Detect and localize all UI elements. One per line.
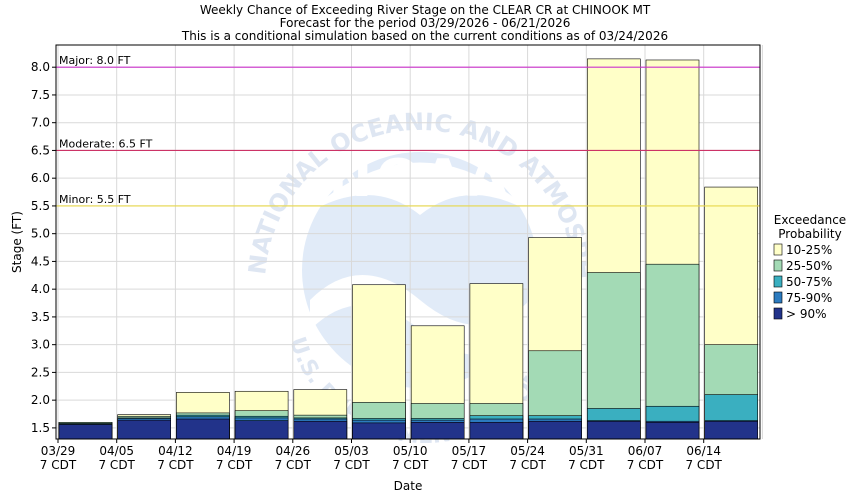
x-tick-tz-label: 7 CDT <box>40 458 77 472</box>
y-tick-label: 8.0 <box>31 60 50 74</box>
y-tick-label: 5.5 <box>31 199 50 213</box>
bar-segment-90 <box>117 419 171 440</box>
x-tick-tz-label: 7 CDT <box>98 458 135 472</box>
bar-segment-90 <box>293 420 348 440</box>
y-tick-label: 2.5 <box>31 365 50 379</box>
bar-segment-90 <box>586 420 641 440</box>
y-tick-label: 6.0 <box>31 171 50 185</box>
bar-segment-90 <box>176 418 230 440</box>
bar-segment-90 <box>410 422 465 440</box>
plot-area <box>56 45 760 439</box>
x-tick-tz-label: 7 CDT <box>157 458 194 472</box>
y-tick-label: 6.5 <box>31 143 50 157</box>
x-tick-date-label: 05/31 <box>569 444 604 458</box>
x-tick-date-label: 06/14 <box>686 444 721 458</box>
y-tick-label: 7.0 <box>31 116 50 130</box>
x-tick-date-label: 04/12 <box>158 444 193 458</box>
legend-label: 75-90% <box>786 291 832 305</box>
noaa-logo-text: NOAA <box>329 149 512 209</box>
x-tick-tz-label: 7 CDT <box>627 458 664 472</box>
bars <box>58 58 759 440</box>
legend-swatch <box>773 291 783 304</box>
x-tick-date-label: 03/29 <box>41 444 76 458</box>
bar-segment-90 <box>528 420 582 440</box>
legend-swatch <box>773 259 783 272</box>
bar-segment-90 <box>469 422 524 440</box>
plot-border <box>55 44 761 440</box>
legend-label: > 90% <box>786 307 827 321</box>
y-tick-label: 4.5 <box>31 254 50 268</box>
x-tick-date-label: 05/03 <box>334 444 369 458</box>
threshold-label-minor: Minor: 5.5 FT <box>59 193 131 206</box>
legend-swatch <box>773 275 783 288</box>
legend-swatch <box>773 243 783 256</box>
legend-label: 10-25% <box>786 243 832 257</box>
x-tick-tz-label: 7 CDT <box>216 458 253 472</box>
x-tick-tz-label: 7 CDT <box>451 458 488 472</box>
x-tick-tz-label: 7 CDT <box>392 458 429 472</box>
x-tick-date-label: 04/19 <box>217 444 252 458</box>
threshold-label-moderate: Moderate: 6.5 FT <box>59 137 153 150</box>
x-tick-date-label: 04/05 <box>99 444 134 458</box>
bar-segment-90 <box>704 420 759 440</box>
chart-title-line-3: This is a conditional simulation based o… <box>181 29 668 43</box>
chart-title-line-1: Weekly Chance of Exceeding River Stage o… <box>200 3 651 17</box>
noaa-logo-bird <box>305 162 535 215</box>
x-tick-tz-label: 7 CDT <box>685 458 722 472</box>
y-tick-label: 1.5 <box>31 421 50 435</box>
x-tick-tz-label: 7 CDT <box>275 458 312 472</box>
threshold-label-major: Major: 8.0 FT <box>59 54 131 67</box>
legend-title-line-1: Exceedance <box>774 213 846 227</box>
x-axis-label: Date <box>394 479 423 493</box>
x-tick-date-label: 04/26 <box>276 444 311 458</box>
y-tick-label: 7.5 <box>31 88 50 102</box>
y-tick-label: 3.5 <box>31 310 50 324</box>
legend-label: 25-50% <box>786 259 832 273</box>
x-tick-date-label: 05/10 <box>393 444 428 458</box>
y-tick-label: 4.0 <box>31 282 50 296</box>
bar-segment-90 <box>58 424 113 440</box>
legend-title-line-2: Probability <box>778 227 841 241</box>
y-tick-label: 2.0 <box>31 393 50 407</box>
x-tick-date-label: 05/24 <box>510 444 545 458</box>
x-tick-date-label: 05/17 <box>452 444 487 458</box>
y-axis-label: Stage (FT) <box>10 211 24 273</box>
flood-thresholds: Major: 8.0 FT Moderate: 6.5 FT Minor: 5.5 … <box>56 54 760 207</box>
chart-title-line-2: Forecast for the period 03/29/2026 - 06/… <box>280 16 571 30</box>
x-tick-tz-label: 7 CDT <box>509 458 546 472</box>
x-tick-date-label: 06/07 <box>628 444 663 458</box>
legend: Exceedance Probability 10-25% 25-50% 50-75… <box>773 213 846 321</box>
bar-segment-90 <box>234 420 289 440</box>
bar-segment-90 <box>645 422 700 440</box>
x-tick-tz-label: 7 CDT <box>333 458 370 472</box>
y-tick-label: 3.0 <box>31 338 50 352</box>
y-axis: 1.5 2.0 2.5 3.0 3.5 4.0 4.5 5.0 5.5 6.0 6.5 7.0 7.5 8… <box>31 60 56 435</box>
legend-swatch <box>773 307 783 320</box>
x-tick-tz-label: 7 CDT <box>568 458 605 472</box>
legend-label: 50-75% <box>786 275 832 289</box>
y-tick-label: 5.0 <box>31 227 50 241</box>
bar-segment-90 <box>352 422 406 440</box>
